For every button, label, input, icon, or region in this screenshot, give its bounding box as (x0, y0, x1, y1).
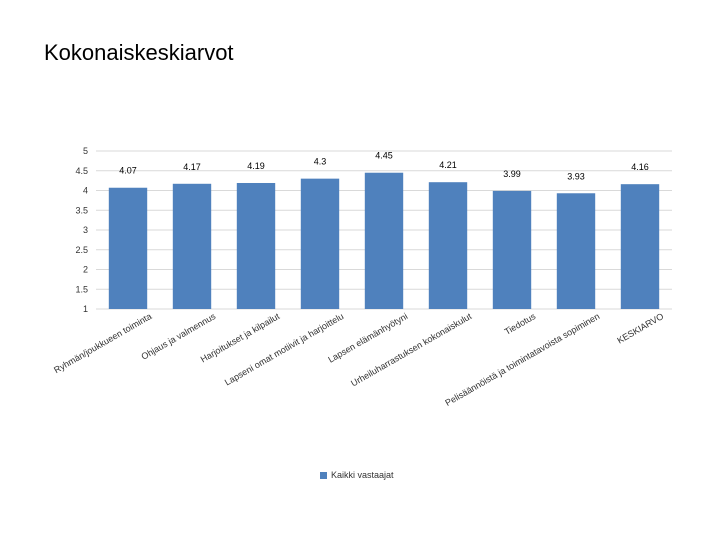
bar (300, 178, 340, 309)
y-tick-label: 1 (83, 304, 88, 314)
data-label: 3.99 (503, 169, 521, 179)
legend-label: Kaikki vastaajat (331, 470, 394, 480)
y-tick-label: 4 (83, 186, 88, 196)
x-tick-label: Lapseni omat motiivit ja harjoittelu (223, 311, 345, 387)
bar (428, 182, 468, 309)
bar (236, 182, 276, 309)
y-tick-label: 3.5 (75, 205, 88, 215)
bar (172, 183, 212, 309)
bar (492, 190, 532, 309)
x-tick-label: Urheiluharrastuksen kokonaiskulut (349, 311, 474, 389)
data-label: 3.93 (567, 171, 585, 181)
y-tick-label: 4.5 (75, 166, 88, 176)
bar (620, 184, 660, 309)
bar (364, 172, 404, 309)
bar (108, 187, 148, 309)
y-tick-label: 1.5 (75, 284, 88, 294)
y-tick-label: 3 (83, 225, 88, 235)
page-title: Kokonaiskeskiarvot (44, 40, 234, 65)
y-tick-label: 5 (83, 146, 88, 156)
y-tick-label: 2 (83, 265, 88, 275)
x-tick-label: Tiedotus (503, 311, 538, 337)
legend-swatch (320, 471, 327, 479)
x-tick-label: Ryhmän/joukkueen toiminta (52, 311, 153, 375)
data-label: 4.21 (439, 160, 457, 170)
data-label: 4.17 (183, 162, 201, 172)
data-label: 4.3 (314, 157, 327, 167)
data-label: 4.16 (631, 162, 649, 172)
bar (556, 193, 596, 309)
data-label: 4.07 (119, 166, 137, 176)
y-tick-label: 2.5 (75, 245, 88, 255)
data-label: 4.45 (375, 151, 393, 161)
x-tick-label: KESKIARVO (615, 311, 665, 346)
data-label: 4.19 (247, 161, 265, 171)
chart-legend: Kaikki vastaajat (320, 470, 394, 480)
